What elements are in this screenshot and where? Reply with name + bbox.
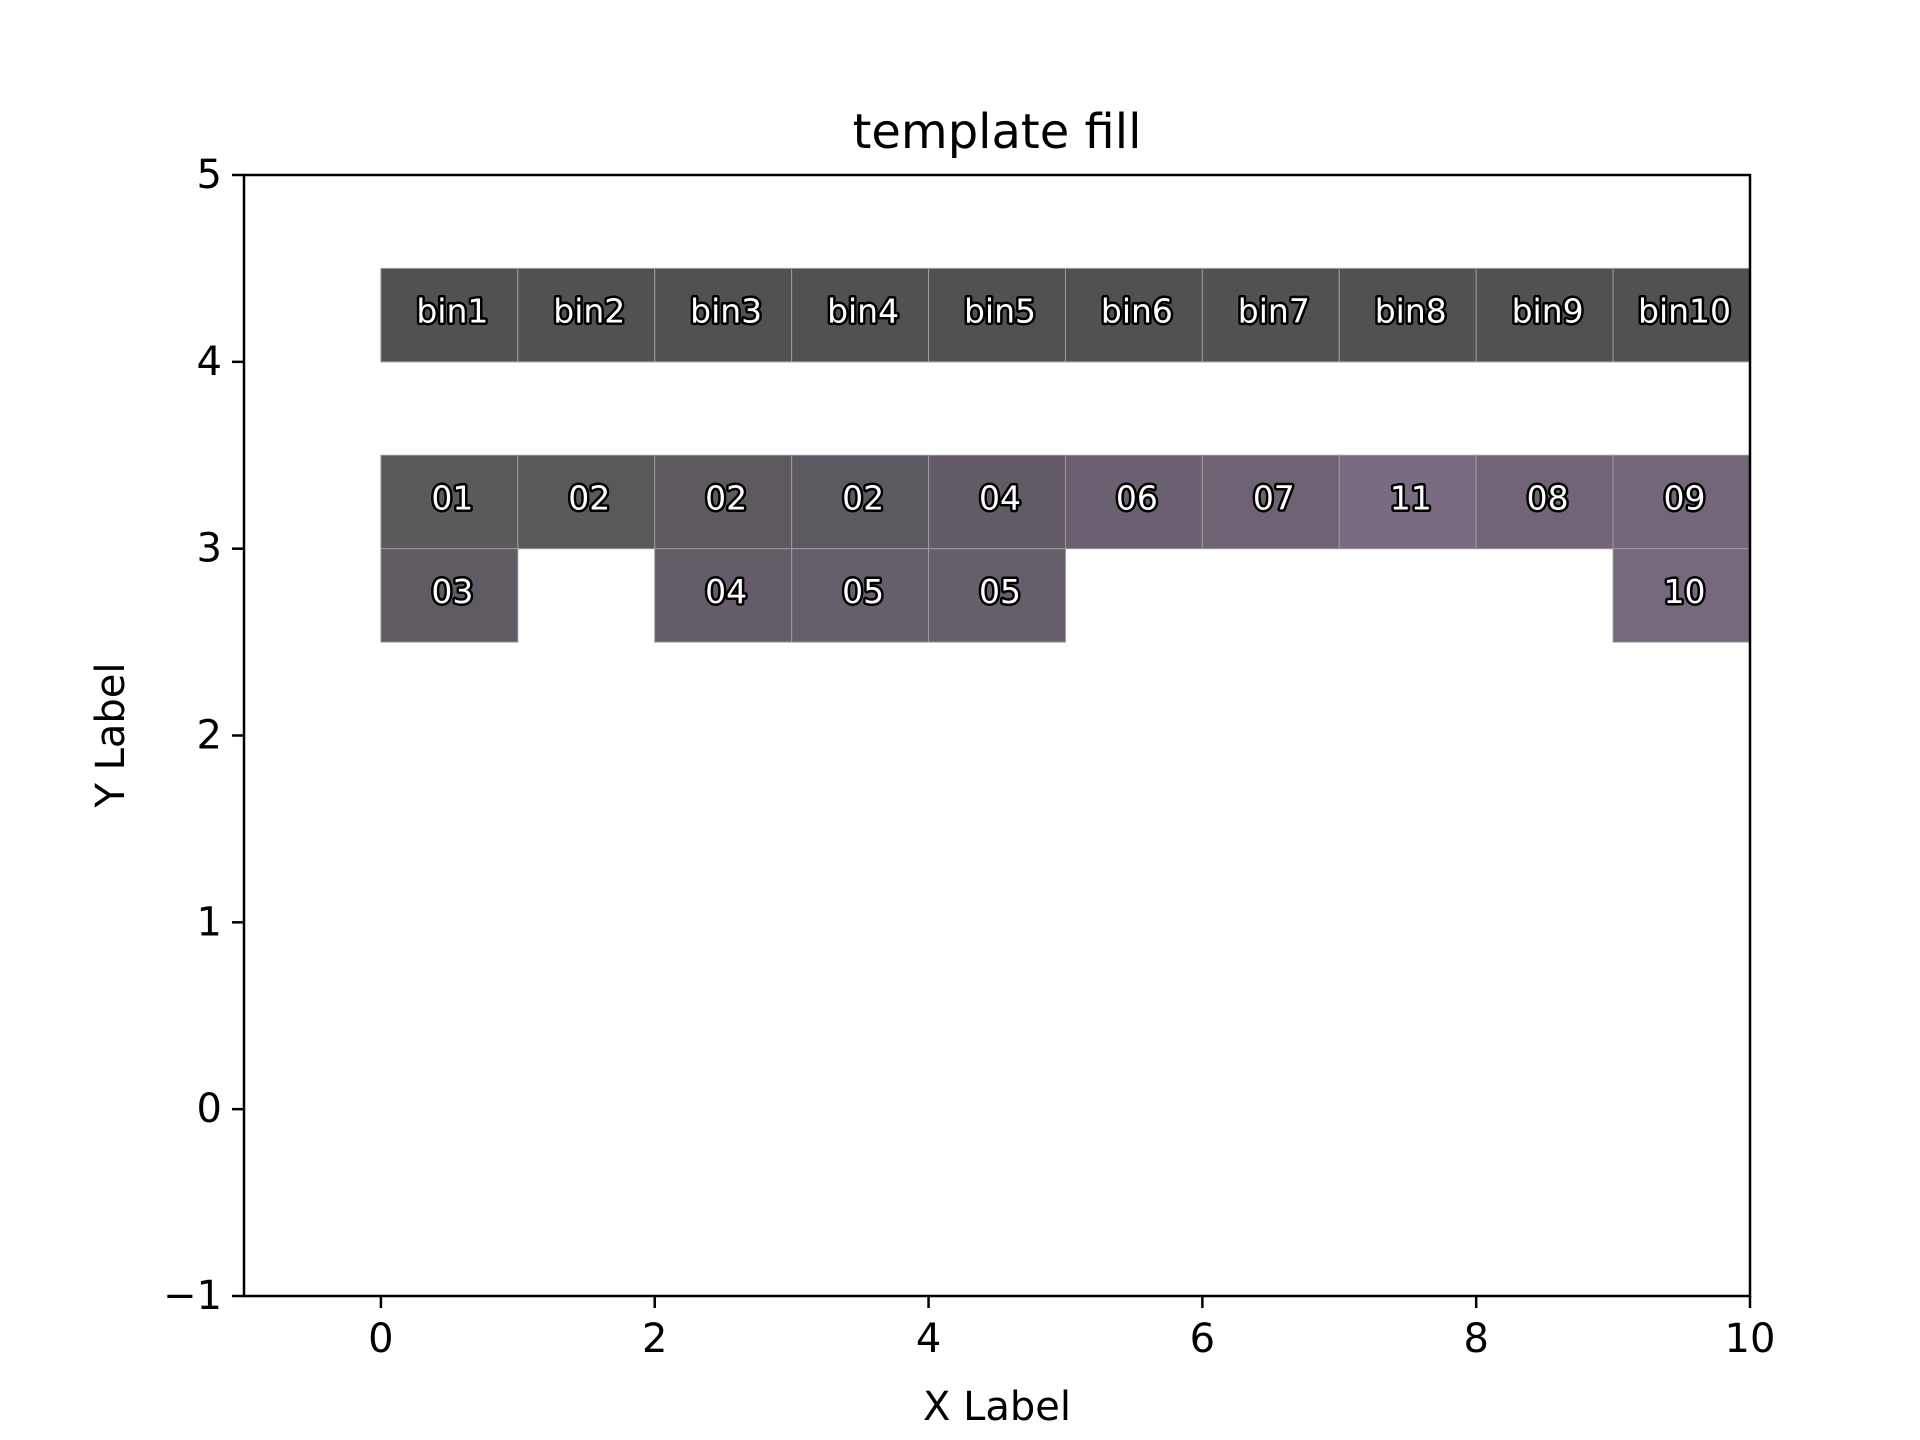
header-cell-label: bin1 — [416, 292, 488, 331]
cells-layer: bin1 bin2 bin3 bin4 bin5 bin6 bin7 bin8 bin9 bin1… — [380, 267, 1751, 643]
header-cell-label: bin7 — [1238, 292, 1310, 331]
y-tick-label: 5 — [197, 152, 222, 198]
value-cell-label: 04 — [979, 478, 1021, 517]
value-cell — [928, 454, 1066, 550]
value-cell-label: 03 — [431, 572, 473, 611]
y-axis: −1 0 1 2 3 4 5 — [163, 152, 244, 1319]
x-tick-label: 2 — [642, 1316, 667, 1362]
y-tick-label: 2 — [197, 713, 222, 759]
value-cell-label: 04 — [705, 572, 747, 611]
value-cell-label: 05 — [842, 572, 884, 611]
value-cell — [1338, 454, 1477, 550]
value-cell — [380, 548, 519, 643]
value-cell — [517, 454, 656, 550]
value-cell — [1201, 454, 1340, 550]
header-cell — [654, 267, 793, 363]
value-cell-label: 10 — [1664, 572, 1706, 611]
header-cell-label: bin10 — [1638, 292, 1731, 331]
x-tick-label: 6 — [1190, 1316, 1215, 1362]
value-cell-label: 02 — [705, 478, 747, 517]
x-tick-label: 0 — [368, 1316, 393, 1362]
value-cell — [791, 548, 930, 643]
x-tick-label: 10 — [1725, 1316, 1776, 1362]
value-cell-label: 06 — [1116, 478, 1158, 517]
x-axis-title: X Label — [923, 1384, 1071, 1430]
value-cell — [1612, 454, 1751, 550]
y-tick-label: −1 — [163, 1273, 222, 1319]
header-cell-label: bin5 — [964, 292, 1036, 331]
y-tick-label: 3 — [197, 526, 222, 572]
value-cell-label: 02 — [842, 478, 884, 517]
value-cell-label: 08 — [1527, 478, 1569, 517]
header-cell — [1201, 267, 1340, 363]
header-cell-label: bin8 — [1375, 292, 1447, 331]
value-cell-label: 02 — [568, 478, 610, 517]
x-axis: 0 2 4 6 8 10 — [368, 1296, 1775, 1362]
value-cell-label: 01 — [431, 478, 473, 517]
header-cell — [1338, 267, 1477, 363]
y-tick-label: 1 — [197, 899, 222, 945]
y-axis-title: Y Label — [88, 662, 134, 808]
x-tick-label: 8 — [1463, 1316, 1488, 1362]
header-cell-label: bin2 — [553, 292, 625, 331]
y-tick-label: 0 — [197, 1086, 222, 1132]
value-cell — [1612, 548, 1751, 643]
value-cell — [380, 454, 519, 550]
value-cell — [1475, 454, 1614, 550]
header-cell-label: bin6 — [1101, 292, 1173, 331]
header-cell — [380, 267, 519, 363]
value-cell-label: 09 — [1664, 478, 1706, 517]
chart-title: template fill — [853, 104, 1142, 160]
header-cell-label: bin9 — [1512, 292, 1584, 331]
header-cell-label: bin3 — [690, 292, 762, 331]
x-tick-label: 4 — [916, 1316, 941, 1362]
header-cell — [1612, 267, 1751, 363]
value-cell-label: 07 — [1253, 478, 1295, 517]
y-tick-label: 4 — [197, 339, 222, 385]
header-cell — [1475, 267, 1614, 363]
header-cell-label: bin4 — [827, 292, 899, 331]
value-cell — [654, 454, 793, 550]
value-cell-label: 11 — [1390, 478, 1432, 517]
header-cell — [791, 267, 930, 363]
value-cell-label: 05 — [979, 572, 1021, 611]
value-cell — [928, 548, 1066, 643]
header-cell — [1064, 267, 1203, 363]
